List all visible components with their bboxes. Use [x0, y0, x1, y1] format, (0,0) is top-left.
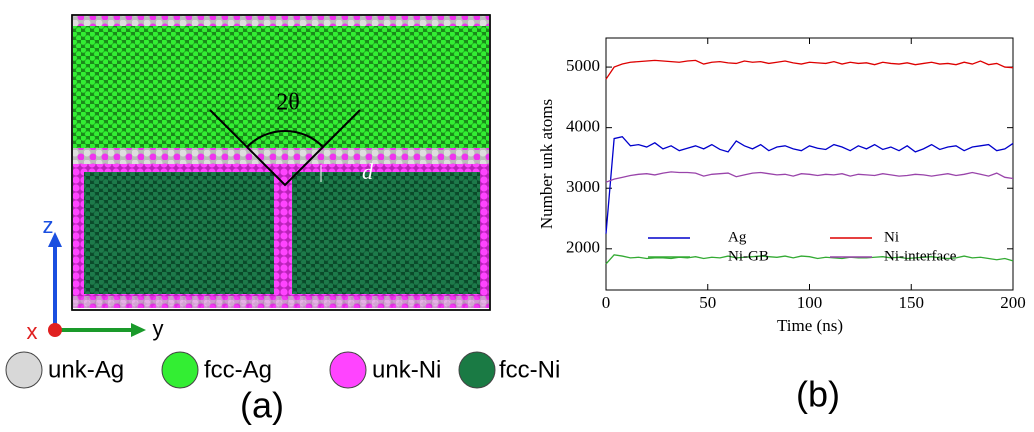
y-tick-label: 5000: [566, 56, 600, 75]
y-tick-label: 3000: [566, 177, 600, 196]
legend-label: Ni-interface: [884, 248, 957, 264]
series-line: [605, 254, 1014, 265]
legend-label: fcc-Ag: [204, 356, 272, 383]
x-tick-label: 0: [602, 293, 611, 312]
atom-legend: unk-Ag fcc-Ag unk-Ni fcc-Ni: [5, 351, 560, 389]
x-tick-label: 200: [1000, 293, 1026, 312]
atom-snapshot: 2θ d: [71, 14, 491, 311]
legend-label: Ag: [728, 229, 747, 245]
x-tick-label: 150: [899, 293, 925, 312]
y-tick-label: 4000: [566, 117, 600, 136]
angle-label: 2θ: [276, 90, 300, 116]
panel-label: (b): [796, 374, 840, 415]
y-tick-label: 2000: [566, 238, 600, 257]
legend-label: unk-Ag: [48, 356, 124, 383]
legend-label: Ni: [884, 229, 899, 245]
legend-label: Ni-GB: [728, 248, 769, 264]
axis-x-label: x: [27, 319, 38, 344]
x-tick-label: 50: [699, 293, 716, 312]
series-line: [605, 136, 1014, 234]
axis-z-label: z: [43, 213, 54, 238]
y-axis-title: Number unk atoms: [537, 99, 556, 229]
legend-label: unk-Ni: [372, 356, 441, 383]
panel-label: (a): [240, 385, 284, 426]
coordinate-axes: z x y: [27, 213, 164, 344]
series-line: [605, 171, 1014, 183]
x-tick-label: 100: [797, 293, 823, 312]
x-axis-title: Time (ns): [777, 316, 843, 335]
legend-label: fcc-Ni: [499, 356, 560, 383]
line-chart: Time (ns) Number unk atoms 0 50 100 150 200 2…: [537, 37, 1026, 335]
series-line: [605, 59, 1014, 80]
axis-y-label: y: [153, 316, 164, 341]
distance-label: d: [362, 159, 374, 184]
